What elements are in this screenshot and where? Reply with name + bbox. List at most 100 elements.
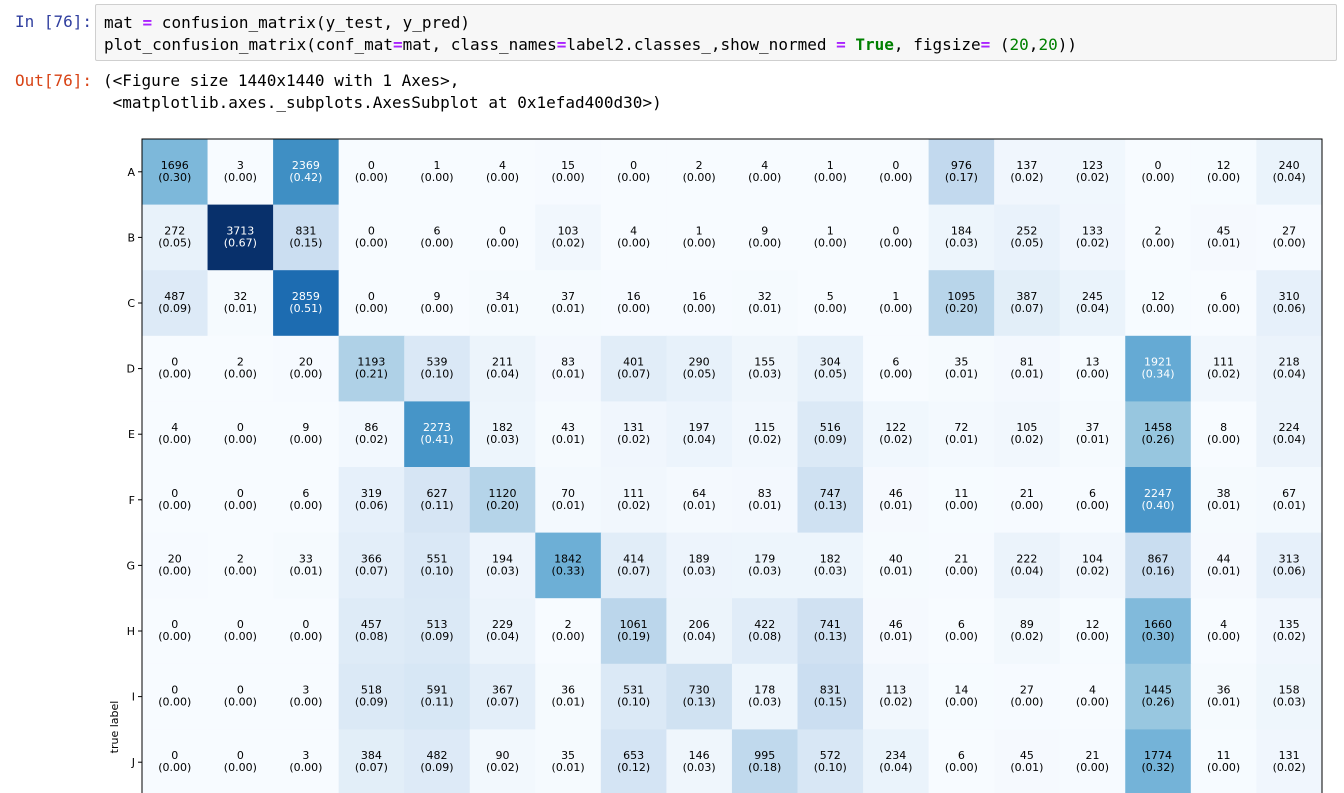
cell-normed-label: (0.10) bbox=[814, 761, 847, 774]
cell-count-label: 21 bbox=[1085, 749, 1099, 762]
cell-count-label: 12 bbox=[1085, 618, 1099, 631]
cell-count-label: 113 bbox=[885, 684, 906, 697]
cell-count-label: 131 bbox=[623, 421, 644, 434]
code-cell-input[interactable]: mat = confusion_matrix(y_test, y_pred) p… bbox=[95, 4, 1337, 61]
cell-normed-label: (0.00) bbox=[355, 236, 388, 249]
cell-count-label: 111 bbox=[1213, 356, 1234, 369]
cell-count-label: 653 bbox=[623, 749, 644, 762]
cell-count-label: 6 bbox=[958, 618, 965, 631]
cell-count-label: 45 bbox=[1020, 749, 1034, 762]
heatmap-cell bbox=[863, 598, 930, 665]
heatmap-cell bbox=[928, 204, 995, 271]
cell-count-label: 6 bbox=[958, 749, 965, 762]
cell-count-label: 105 bbox=[1016, 421, 1037, 434]
code-token: label2.classes_,show_normed bbox=[566, 35, 837, 54]
heatmap-cell bbox=[207, 335, 274, 402]
y-axis-label: true label bbox=[108, 701, 121, 754]
heatmap-cell bbox=[994, 532, 1061, 599]
cell-count-label: 9 bbox=[761, 224, 768, 237]
cell-count-label: 115 bbox=[754, 421, 775, 434]
cell-count-label: 6 bbox=[1089, 487, 1096, 500]
cell-normed-label: (0.01) bbox=[945, 368, 978, 381]
cell-normed-label: (0.00) bbox=[879, 302, 912, 315]
heatmap-cell bbox=[469, 270, 536, 337]
heatmap-cell bbox=[863, 467, 930, 534]
cell-count-label: 422 bbox=[754, 618, 775, 631]
code-operator: = bbox=[556, 35, 567, 54]
cell-count-label: 4 bbox=[1089, 684, 1096, 697]
cell-count-label: 4 bbox=[1220, 618, 1227, 631]
cell-normed-label: (0.02) bbox=[1273, 630, 1306, 643]
heatmap-cell bbox=[1190, 532, 1257, 599]
cell-normed-label: (0.08) bbox=[355, 630, 388, 643]
heatmap-cell bbox=[338, 729, 405, 793]
code-number: 20 bbox=[1038, 35, 1058, 54]
cell-count-label: 2273 bbox=[423, 421, 451, 434]
cell-count-label: 0 bbox=[171, 684, 178, 697]
cell-normed-label: (0.02) bbox=[1273, 761, 1306, 774]
heatmap-cell bbox=[469, 204, 536, 271]
cell-count-label: 0 bbox=[237, 618, 244, 631]
cell-normed-label: (0.04) bbox=[1076, 302, 1109, 315]
cell-count-label: 0 bbox=[171, 356, 178, 369]
cell-count-label: 3 bbox=[237, 159, 244, 172]
cell-count-label: 218 bbox=[1279, 356, 1300, 369]
cell-count-label: 2 bbox=[237, 356, 244, 369]
code-token bbox=[846, 35, 856, 54]
heatmap-cell bbox=[404, 663, 471, 730]
heatmap-cell bbox=[469, 139, 536, 206]
cell-normed-label: (0.00) bbox=[158, 761, 191, 774]
cell-normed-label: (0.04) bbox=[879, 761, 912, 774]
heatmap-cell bbox=[535, 401, 602, 468]
heatmap-cell bbox=[1059, 335, 1126, 402]
cell-normed-label: (0.13) bbox=[683, 696, 716, 709]
cell-normed-label: (0.30) bbox=[1141, 630, 1174, 643]
cell-count-label: 11 bbox=[1217, 749, 1231, 762]
heatmap-cell bbox=[600, 401, 667, 468]
cell-count-label: 9 bbox=[433, 290, 440, 303]
y-tick-label: C bbox=[127, 297, 135, 310]
cell-count-label: 995 bbox=[754, 749, 775, 762]
heatmap-cell bbox=[273, 270, 340, 337]
cell-normed-label: (0.00) bbox=[683, 236, 716, 249]
heatmap-cell bbox=[207, 204, 274, 271]
heatmap-cell bbox=[1059, 729, 1126, 793]
cell-normed-label: (0.00) bbox=[1207, 433, 1240, 446]
heatmap-cell bbox=[994, 335, 1061, 402]
heatmap-cell bbox=[600, 467, 667, 534]
heatmap-cell bbox=[404, 335, 471, 402]
cell-normed-label: (0.01) bbox=[1207, 564, 1240, 577]
cell-count-label: 89 bbox=[1020, 618, 1034, 631]
cell-normed-label: (0.04) bbox=[486, 630, 519, 643]
plot-frame bbox=[141, 138, 1323, 793]
heatmap-cell bbox=[797, 467, 864, 534]
cell-normed-label: (0.00) bbox=[945, 630, 978, 643]
cell-normed-label: (0.03) bbox=[683, 761, 716, 774]
cell-normed-label: (0.05) bbox=[158, 236, 191, 249]
heatmap-cell bbox=[273, 729, 340, 793]
heatmap-cell bbox=[1125, 598, 1192, 665]
cell-count-label: 67 bbox=[1282, 487, 1296, 500]
heatmap-cell bbox=[863, 139, 930, 206]
heatmap-cell bbox=[404, 270, 471, 337]
heatmap-cell bbox=[600, 729, 667, 793]
cell-normed-label: (0.07) bbox=[617, 368, 650, 381]
cell-count-label: 741 bbox=[820, 618, 841, 631]
cell-count-label: 1921 bbox=[1144, 356, 1172, 369]
heatmap-cell bbox=[600, 270, 667, 337]
cell-normed-label: (0.00) bbox=[289, 761, 322, 774]
cell-count-label: 182 bbox=[492, 421, 513, 434]
heatmap-cell bbox=[731, 401, 799, 468]
cell-count-label: 367 bbox=[492, 684, 513, 697]
cell-count-label: 0 bbox=[237, 487, 244, 500]
cell-count-label: 36 bbox=[1217, 684, 1231, 697]
cell-count-label: 206 bbox=[689, 618, 710, 631]
code-keyword: True bbox=[855, 35, 894, 54]
cell-normed-label: (0.01) bbox=[1207, 696, 1240, 709]
cell-count-label: 6 bbox=[892, 356, 899, 369]
cell-normed-label: (0.32) bbox=[1141, 761, 1174, 774]
heatmap-cell bbox=[1256, 598, 1323, 665]
cell-normed-label: (0.00) bbox=[1141, 236, 1174, 249]
heatmap-cell bbox=[797, 139, 864, 206]
cell-normed-label: (0.00) bbox=[1076, 696, 1109, 709]
